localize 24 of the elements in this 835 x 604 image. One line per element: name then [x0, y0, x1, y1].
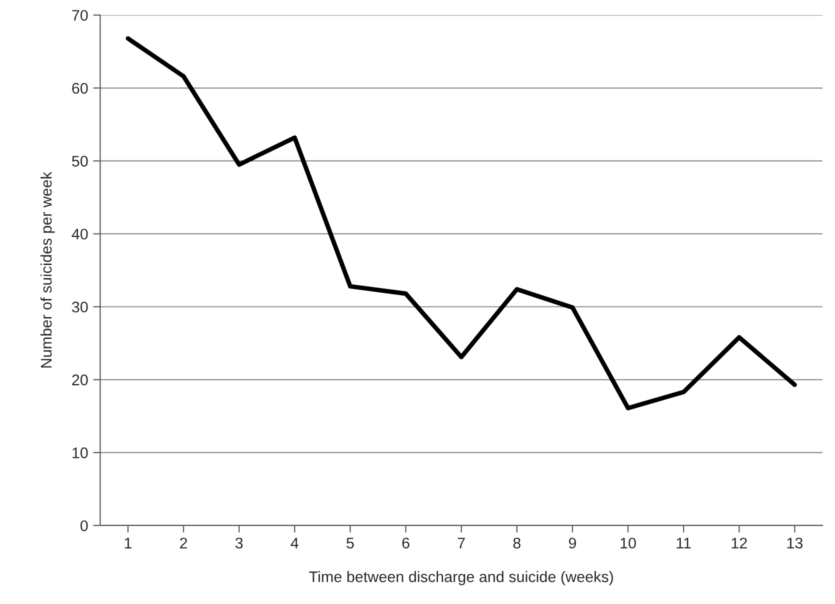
x-tick-label: 3	[235, 538, 243, 549]
y-tick-label: 50	[72, 156, 88, 167]
x-tick-label: 10	[620, 538, 636, 549]
line-series	[126, 36, 797, 410]
x-tick-label: 8	[513, 538, 520, 549]
x-tick-label: 13	[787, 538, 803, 549]
y-tick-label: 40	[72, 228, 88, 240]
x-tick-label: 7	[458, 538, 465, 548]
y-tick-label: 70	[72, 10, 88, 21]
x-tick-label: 2	[180, 538, 188, 548]
y-axis-title: Number of suicides per week	[40, 172, 55, 368]
x-tick-label: 12	[732, 538, 747, 548]
y-tick-label: 0	[80, 520, 88, 532]
x-tick-label: 5	[346, 538, 354, 549]
x-tick-label: 1	[124, 538, 132, 548]
x-tick-label: 9	[568, 538, 576, 549]
y-tick-label: 60	[72, 82, 88, 94]
x-tick-label: 4	[290, 538, 298, 548]
x-axis-title: Time between discharge and suicide (weeks)	[309, 570, 613, 586]
x-tick-label: 11	[676, 538, 691, 548]
y-tick-label: 20	[72, 374, 88, 386]
y-tick-label: 10	[72, 447, 88, 458]
y-tick-label: 30	[72, 302, 88, 312]
x-tick-label: 6	[402, 538, 410, 549]
